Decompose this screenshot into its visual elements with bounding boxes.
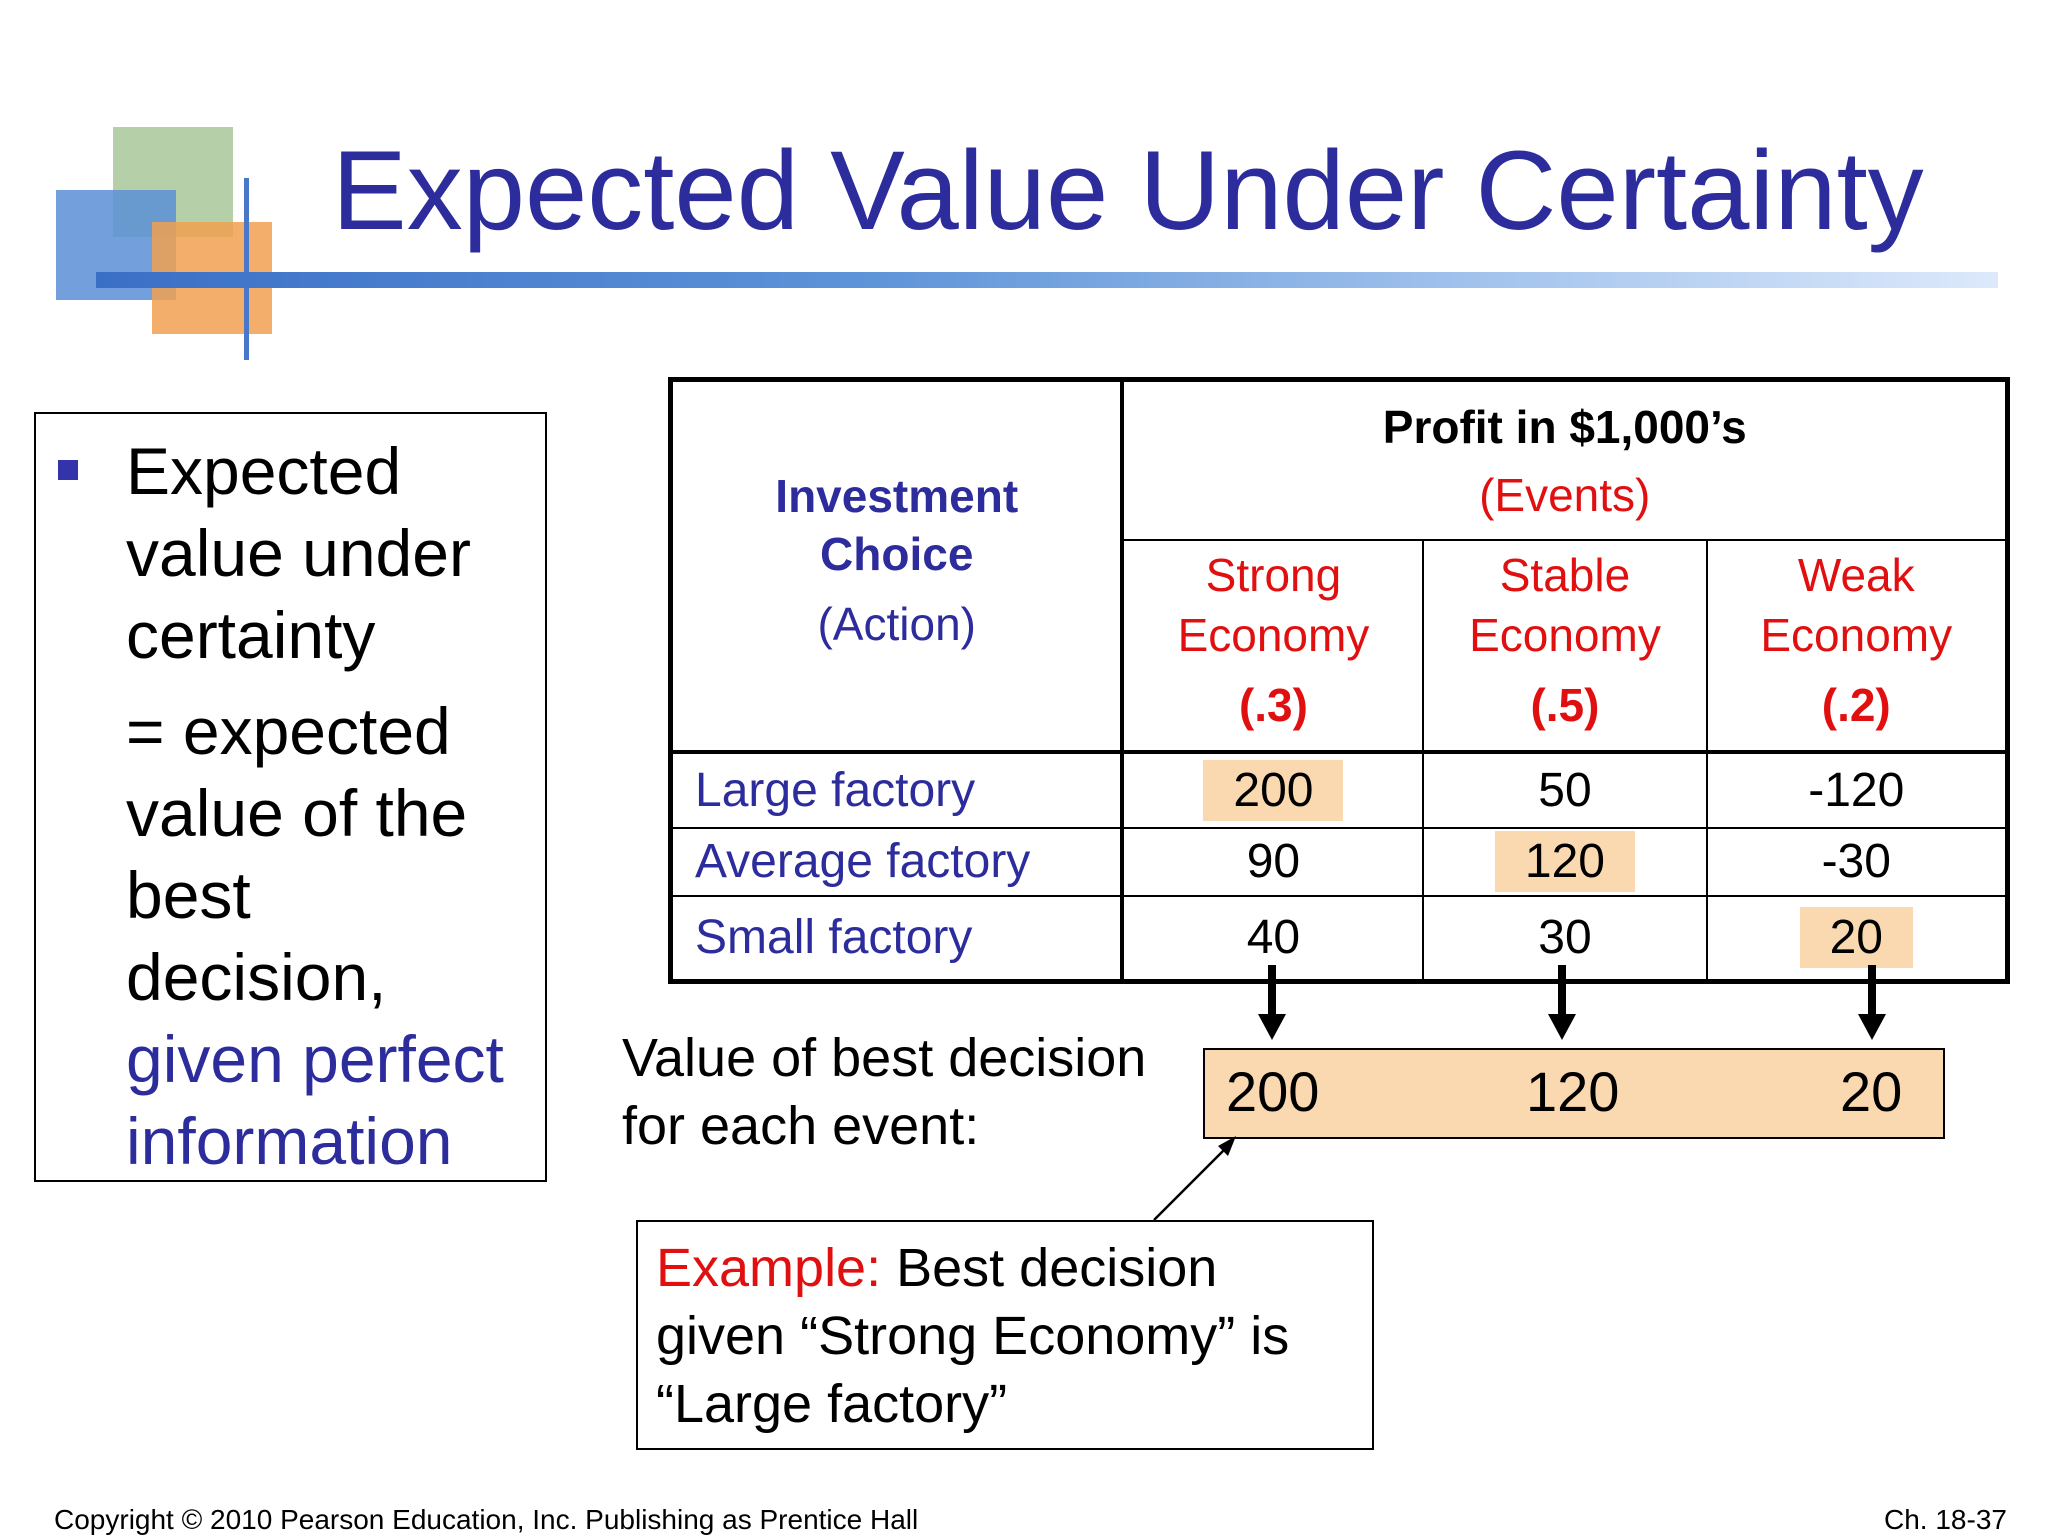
bullet-square-icon (58, 460, 78, 480)
footer-page-number: Ch. 18-37 (1884, 1504, 2007, 1535)
best-decision-box (1203, 1048, 1945, 1139)
definition-line: certainty (126, 598, 376, 672)
best-decision-label: Value of best decision for each event: (622, 1028, 1147, 1156)
definition-line: best (126, 858, 251, 932)
arrow-down-icon (1258, 1014, 1286, 1040)
example-callout-box (636, 1220, 1374, 1450)
highlighted-value: 120 (1494, 831, 1635, 892)
header-events: (Events) (1479, 469, 1651, 522)
arrow-down-icon (1858, 1014, 1886, 1040)
payoff-cell: -30 (1705, 826, 2010, 897)
slide-title: Expected Value Under Certainty (332, 128, 1924, 253)
payoff-cell: 50 (1422, 750, 1708, 829)
definition-line-highlight: information (126, 1104, 453, 1178)
best-value: 200 (1226, 1060, 1320, 1123)
example-line-1: Example: Best decision (656, 1238, 1218, 1298)
header-choice-2: Choice (820, 527, 974, 580)
highlighted-value: 20 (1799, 907, 1913, 969)
arrow-weak-shaft (1868, 965, 1876, 1015)
table-row: Small factory 40 30 20 (668, 894, 2010, 984)
best-value: 120 (1526, 1060, 1620, 1123)
title-rule (96, 272, 1998, 288)
header-profit: Profit in $1,000’s (1382, 401, 1747, 454)
arrow-strong-shaft (1268, 965, 1276, 1015)
callout-arrow (1153, 1136, 1236, 1221)
definition-line: decision, (126, 940, 387, 1014)
arrow-stable-shaft (1558, 965, 1566, 1015)
header-choice-cell: Investment Choice (Action) (668, 377, 1125, 754)
arrow-down-icon (1548, 1014, 1576, 1040)
table-row: Average factory 90 120 -30 (668, 826, 2010, 897)
payoff-cell: 20 (1705, 894, 2010, 984)
event-weak: Weak Economy (.2) (1705, 538, 2010, 754)
definition-line: Expected (126, 434, 402, 508)
header-choice-1: Investment (775, 469, 1019, 522)
row-label: Large factory (668, 750, 1125, 829)
footer-copyright: Copyright © 2010 Pearson Education, Inc.… (54, 1504, 919, 1535)
definition-line: value under (126, 516, 471, 590)
definition-line-highlight: given perfect (126, 1022, 504, 1096)
logo-vertical-line (244, 178, 249, 360)
best-value: 20 (1840, 1060, 1903, 1123)
table-row: Large factory 200 50 -120 (668, 750, 2010, 829)
payoff-table: Investment Choice (Action) Profit in $1,… (668, 377, 2011, 984)
definition-line: value of the (126, 776, 468, 850)
payoff-cell: -120 (1705, 750, 2010, 829)
event-strong: Strong Economy (.3) (1121, 538, 1425, 754)
header-profit-cell: Profit in $1,000’s (Events) (1120, 377, 2011, 541)
payoff-cell: 120 (1422, 826, 1708, 897)
payoff-cell: 90 (1121, 826, 1425, 897)
highlighted-value: 200 (1203, 759, 1344, 821)
example-line-3: “Large factory” (656, 1374, 1008, 1434)
example-line-2: given “Strong Economy” is (656, 1306, 1290, 1366)
payoff-cell: 200 (1121, 750, 1425, 829)
definition-box (34, 412, 547, 1182)
event-stable: Stable Economy (.5) (1422, 538, 1708, 754)
definition-line: = expected (126, 694, 451, 768)
row-label: Average factory (668, 826, 1125, 897)
header-action: (Action) (817, 597, 976, 650)
row-label: Small factory (668, 894, 1125, 984)
